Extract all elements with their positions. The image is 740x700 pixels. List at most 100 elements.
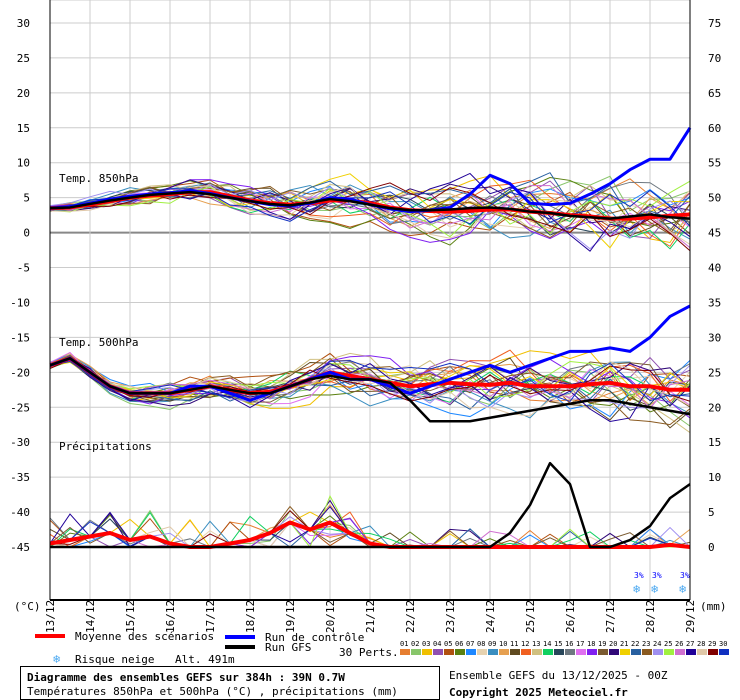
perturbation-02-swatch [411,649,421,655]
perturbation-29-id: 29 [708,640,716,648]
title-box [20,666,440,700]
perturbation-08-swatch [477,649,487,655]
perturbation-06-swatch [455,649,465,655]
ytick-right: 70 [708,52,721,65]
perturbation-14-id: 14 [543,640,551,648]
ytick-left: 5 [23,192,30,205]
perturbation-13-line [49,183,691,233]
ytick-right: 45 [708,227,721,240]
perturbation-15-id: 15 [554,640,562,648]
ytick-left: -15 [10,331,30,344]
ytick-left: -25 [10,401,30,414]
panel-label-850: Temp. 850hPa [59,172,138,185]
ytick-right: 30 [708,331,721,344]
perturbation-07-swatch [466,649,476,655]
perturbation-04-id: 04 [433,640,441,648]
xtick-label: 29/12 [684,600,697,633]
perturbation-09-id: 09 [488,640,496,648]
perturbation-25-swatch [664,649,674,655]
perturbation-10-swatch [499,649,509,655]
perturbation-28-swatch [697,649,707,655]
snowflake-icon: ❄ [651,582,658,596]
perturbation-24-swatch [653,649,663,655]
perturbation-24-line [49,356,691,409]
series-precip-mean [49,520,691,549]
ytick-left: 30 [17,17,30,30]
perturbation-01-swatch [400,649,410,655]
perturbation-19-line [49,354,691,408]
perturbation-17-swatch [576,649,586,655]
ytick-left: -40 [10,506,30,519]
perturbation-23-swatch [642,649,652,655]
perturbation-24-id: 24 [653,640,661,648]
perturbation-09-swatch [488,649,498,655]
legend-control-swatch [225,635,255,639]
xtick-label: 26/12 [564,600,577,633]
ytick-left: 10 [17,157,30,170]
ytick-right: 35 [708,296,721,309]
xtick-label: 25/12 [524,600,537,633]
ytick-left: 15 [17,122,30,135]
perturbation-11-swatch [510,649,520,655]
ytick-right: 25 [708,366,721,379]
perturbation-28-id: 28 [697,640,705,648]
ytick-left: -35 [10,471,30,484]
perturbation-27-id: 27 [686,640,694,648]
ytick-right: 20 [708,401,721,414]
snow-risk-pct: 3% [680,571,690,580]
series-850-gfs [49,190,691,220]
xtick-label: 24/12 [484,600,497,633]
perturbation-23-id: 23 [642,640,650,648]
perturbation-13-id: 13 [532,640,540,648]
snowflake-icon: ❄ [53,652,60,666]
perturbation-30-id: 30 [719,640,727,648]
perturbation-09-line [49,356,691,419]
xtick-label: 19/12 [284,600,297,633]
perturbation-12-id: 12 [521,640,529,648]
perturbation-13-swatch [532,649,542,655]
perturbation-22-line [49,354,691,410]
series-precip-gfs [50,461,691,549]
snow-risk-pct: 3% [652,571,662,580]
perturbation-21-swatch [620,649,630,655]
series-500-gfs [49,357,691,423]
ytick-right: 10 [708,471,721,484]
chart-subtitle: Températures 850hPa et 500hPa (°C) , pré… [27,685,398,698]
ytick-right: 5 [708,506,715,519]
perturbation-03-id: 03 [422,640,430,648]
xtick-label: 27/12 [604,600,617,633]
run-label: Ensemble GEFS du 13/12/2025 - 00Z [449,669,668,682]
xtick-label: 14/12 [84,600,97,633]
perturbation-21-id: 21 [620,640,628,648]
perturbation-02-id: 02 [411,640,419,648]
snowflake-icon: ❄ [633,582,640,596]
ylabel-right: (mm) [700,600,727,613]
perturbation-22-id: 22 [631,640,639,648]
ytick-left: -10 [10,296,30,309]
xtick-label: 15/12 [124,600,137,633]
perturbation-20-swatch [609,649,619,655]
perturbation-16-swatch [565,649,575,655]
ytick-right: 60 [708,122,721,135]
ytick-right: 40 [708,262,721,275]
perturbation-15-swatch [554,649,564,655]
ytick-right: 50 [708,192,721,205]
perturbation-20-id: 20 [609,640,617,648]
xtick-label: 18/12 [244,600,257,633]
ytick-left: 0 [23,227,30,240]
snow-risk-pct: 3% [634,571,644,580]
perturbation-07-id: 07 [466,640,474,648]
perturbation-17-id: 17 [576,640,584,648]
chart-title: Diagramme des ensembles GEFS sur 384h : … [27,671,345,684]
xtick-label: 21/12 [364,600,377,633]
legend-mean-swatch [35,634,65,638]
copyright: Copyright 2025 Meteociel.fr [449,686,628,699]
ytick-left: -45 [10,541,30,554]
perturbation-16-id: 16 [565,640,573,648]
perturbation-24-line [49,183,691,250]
legend-gfs-swatch [225,645,255,649]
perturbation-30-swatch [719,649,729,655]
perturbation-18-swatch [587,649,597,655]
perturbation-27-swatch [686,649,696,655]
ytick-left: 25 [17,52,30,65]
